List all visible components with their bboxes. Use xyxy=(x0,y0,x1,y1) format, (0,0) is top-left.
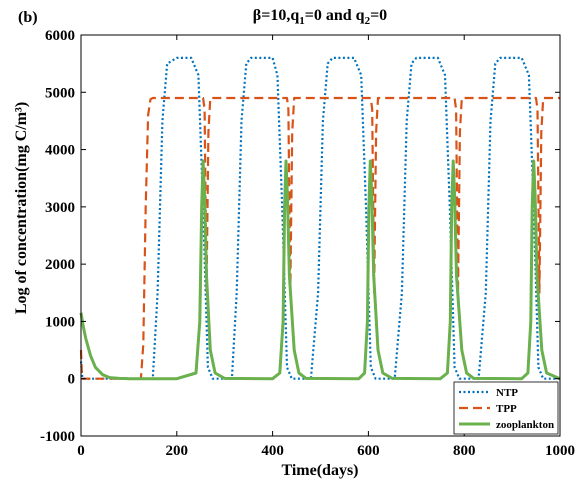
chart-title: β=10,q1=0 and q2=0 xyxy=(253,7,387,27)
legend-label-zooplankton: zooplankton xyxy=(496,419,554,431)
legend-label-ntp: NTP xyxy=(496,387,518,399)
x-tick-label: 0 xyxy=(77,443,85,459)
legend-label-tpp: TPP xyxy=(496,403,517,415)
plot-lines xyxy=(79,56,561,381)
y-tick-label: 2000 xyxy=(45,257,75,273)
axis-ticks: 0 200 400 600 800 1000-1000010002000300040005… xyxy=(40,28,575,459)
y-tick-label: 6000 xyxy=(45,28,75,44)
x-tick-label: 400 xyxy=(261,443,284,459)
series-line-zooplankton xyxy=(79,159,561,381)
y-axis-label: Log of concentration(mg C/m³) xyxy=(13,102,30,314)
x-tick-label: 800 xyxy=(453,443,476,459)
series-line-tpp xyxy=(79,96,560,380)
x-tick-label: 1000 xyxy=(545,443,575,459)
x-tick-label: 600 xyxy=(357,443,380,459)
y-tick-label: 5000 xyxy=(45,85,75,101)
series-line-ntp xyxy=(79,56,560,380)
y-tick-label: 1000 xyxy=(45,314,75,330)
legend: NTP TPP zooplankton xyxy=(453,381,559,435)
y-tick-label: 0 xyxy=(68,372,76,388)
x-tick-label: 200 xyxy=(166,443,189,459)
panel-label: (b) xyxy=(18,9,38,26)
y-tick-label: 4000 xyxy=(45,143,75,159)
y-tick-label: -1000 xyxy=(40,429,75,445)
x-axis-label: Time(days) xyxy=(281,462,358,479)
axes-box xyxy=(80,34,561,437)
y-tick-label: 3000 xyxy=(45,200,75,216)
